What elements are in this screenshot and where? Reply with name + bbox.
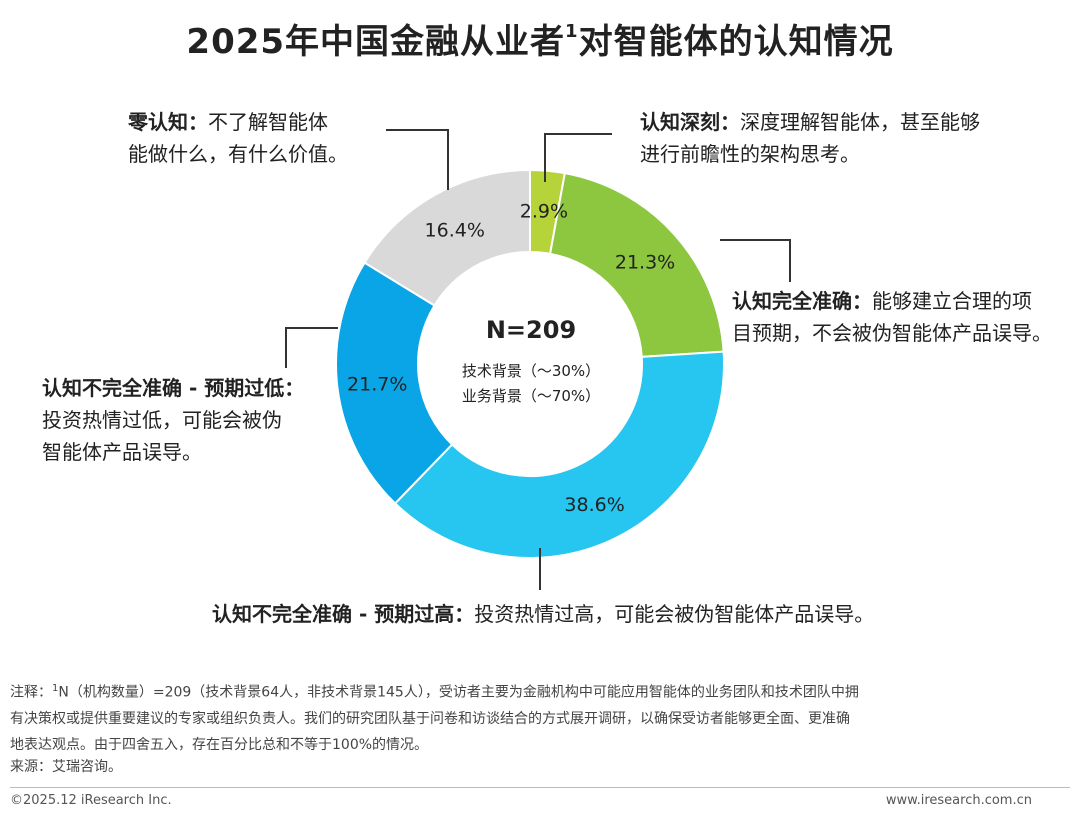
callout-lines: [285, 129, 791, 590]
callout-deep-cognition: 认知深刻：深度理解智能体，甚至能够 进行前瞻性的架构思考。: [640, 110, 980, 166]
slice-label-3: 21.7%: [347, 373, 407, 395]
donut-slice-2: [393, 350, 725, 559]
callout-full-accurate: 认知完全准确：能够建立合理的项 目预期，不会被伪智能体产品误导。: [732, 289, 1052, 345]
center-n-label: N=209: [486, 316, 576, 344]
donut-slice-4: [363, 168, 531, 307]
source-note: 来源：艾瑞咨询。: [10, 759, 122, 775]
footnote: 注释：1N（机构数量）=209（技术背景64人，非技术背景145人），受访者主要…: [10, 683, 859, 753]
slice-label-1: 21.3%: [615, 252, 675, 274]
copyright: ©2025.12 iResearch Inc.: [10, 793, 172, 808]
callout-expectation-low: 认知不完全准确 - 预期过低： 投资热情过低，可能会被伪 智能体产品误导。: [42, 376, 305, 464]
center-business-background: 业务背景（～70%）: [462, 387, 600, 405]
slice-label-0: 2.9%: [520, 201, 568, 223]
donut-slices: [335, 168, 725, 559]
callout-expectation-high: 认知不完全准确 - 预期过高：投资热情过高，可能会被伪智能体产品误导。: [212, 602, 875, 626]
slice-label-2: 38.6%: [564, 494, 624, 516]
website-link[interactable]: www.iresearch.com.cn: [885, 793, 1032, 808]
slice-label-4: 16.4%: [425, 220, 485, 242]
leader-line-deep: [544, 133, 612, 182]
leader-line-full: [720, 239, 791, 282]
footer-divider: [10, 787, 1070, 788]
leader-line-zero: [386, 129, 449, 190]
donut-slice-3: [335, 261, 454, 505]
chart-title: 2025年中国金融从业者1对智能体的认知情况: [186, 20, 894, 62]
donut-slice-1: [548, 171, 725, 358]
callout-zero-cognition: 零认知：不了解智能体 能做什么，有什么价值。: [128, 110, 348, 166]
center-tech-background: 技术背景（～30%）: [462, 362, 600, 380]
donut-chart: 2.9% 21.3% 38.6% 21.7% 16.4% N=209 技术背景（～30%…: [285, 129, 791, 590]
leader-line-low: [285, 327, 338, 368]
